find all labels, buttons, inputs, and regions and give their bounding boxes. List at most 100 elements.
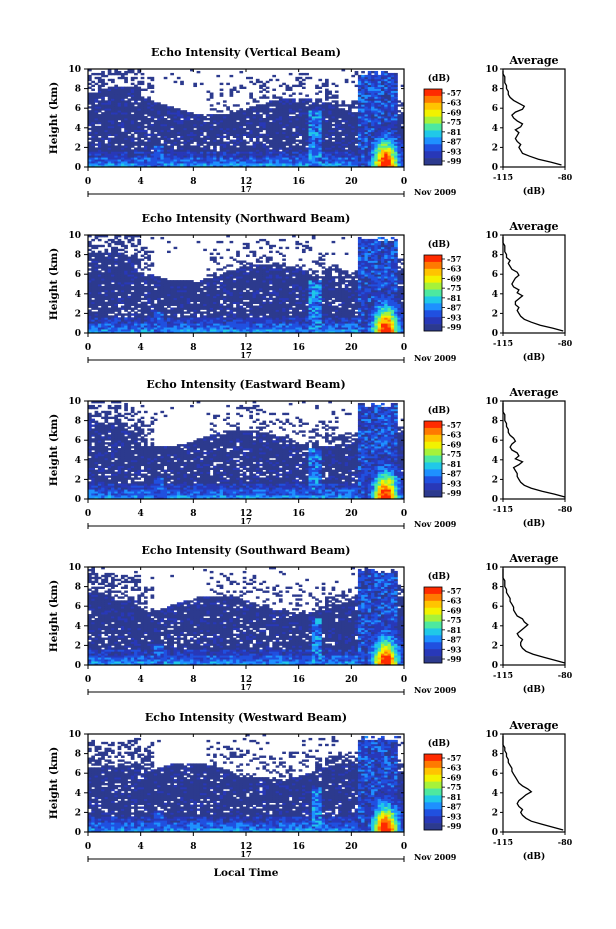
heatmap-cell [124,112,128,115]
heatmap-cell [124,94,128,97]
heatmap-cell [331,153,336,156]
heatmap-cell [124,317,128,320]
heatmap-cell [137,280,142,283]
heatmap-cell [196,137,201,140]
heatmap-cell [170,315,174,318]
heatmap-cell [143,137,148,140]
heatmap-cell [94,264,99,267]
heatmap-cell [130,133,135,137]
heatmap-cell [222,159,227,162]
heatmap-cell [328,119,332,123]
heatmap-cell [209,258,214,261]
heatmap-cell [127,266,132,269]
heatmap-cell [91,159,95,162]
heatmap-cell [124,141,128,144]
heatmap-cell [167,135,171,138]
heatmap-cell [94,303,99,306]
heatmap-cell [88,311,92,314]
heatmap-cell [321,141,326,144]
heatmap-cell [173,297,178,301]
heatmap-cell [255,116,260,119]
heatmap-cell [88,96,92,99]
colorbar-frame [423,88,443,166]
heatmap-cell [190,331,194,334]
heatmap-cell [348,145,352,148]
heatmap-cell [130,262,135,265]
heatmap-cell [282,131,286,135]
heatmap-cell [259,147,263,150]
heatmap-cell [91,110,95,113]
heatmap-cell [364,163,369,166]
heatmap-cell [232,145,237,148]
heatmap-cell [150,153,155,156]
heatmap-cell [252,165,257,168]
heatmap-cell [124,157,128,160]
heatmap-cell [167,287,171,291]
heatmap-cell [249,157,253,160]
heatmap-cell [150,112,155,115]
heatmap-cell [199,123,204,127]
heatmap-cell [120,100,125,103]
heatmap-cell [114,137,119,140]
heatmap-cell [377,165,382,168]
heatmap-cell [272,119,277,123]
heatmap-cell [282,118,286,121]
heatmap-cell [262,118,267,121]
colorbar-tick-label: -69 [447,107,462,117]
heatmap-cell [91,315,95,318]
heatmap-cell [120,131,125,135]
heatmap-cell [193,157,198,160]
heatmap-cell [127,143,132,146]
heatmap-cell [219,125,224,129]
heatmap-cell [104,143,109,146]
heatmap-cell [259,145,263,148]
heatmap-cell [219,157,224,160]
heatmap-cell [183,163,188,166]
heatmap-cell [101,258,105,261]
heatmap-cell [124,80,128,84]
heatmap-cell [249,121,253,125]
heatmap-cell [357,114,362,117]
heatmap-cell [91,147,95,150]
heatmap-cell [387,80,392,84]
heatmap-cell [186,287,191,291]
heatmap-cell [153,159,158,162]
heatmap-cell [262,159,267,162]
heatmap-cell [107,129,112,133]
heatmap-cell [97,282,102,285]
heatmap-cell [111,139,115,142]
heatmap-cell [321,157,326,160]
heatmap-cell [311,112,316,115]
heatmap-cell [120,276,125,279]
heatmap-cell [143,106,148,109]
heatmap-cell [357,133,362,137]
heatmap-cell [91,163,95,166]
heatmap-cell [219,325,224,328]
heatmap-cell [160,108,165,111]
heatmap-cell [137,159,142,162]
heatmap-cell [377,129,382,133]
heatmap-cell [384,155,388,158]
heatmap-cell [367,86,372,89]
heatmap-cell [157,163,161,166]
heatmap-cell [255,165,260,168]
heatmap-cell [380,114,385,117]
heatmap-cell [242,141,247,144]
heatmap-cell [190,315,194,318]
heatmap-cell [219,139,224,142]
heatmap-cell [272,96,277,99]
heatmap-cell [374,102,379,105]
heatmap-cell [371,143,375,146]
heatmap-cell [127,321,132,324]
heatmap-cell [229,141,234,144]
heatmap-cell [371,114,375,117]
heatmap-cell [196,305,201,308]
heatmap-cell [134,303,138,306]
heatmap-cell [371,82,375,86]
heatmap-cell [88,252,92,255]
heatmap-cell [278,118,283,121]
heatmap-cell [229,303,234,306]
heatmap-cell [117,327,122,330]
heatmap-cell [196,141,201,144]
heatmap-cell [107,69,112,72]
